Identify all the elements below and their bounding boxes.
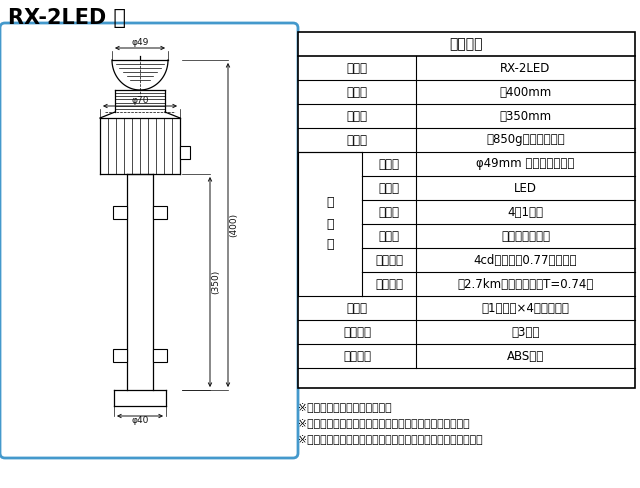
Text: 約350mm: 約350mm [499,109,552,122]
Text: 実効光度: 実効光度 [375,253,403,266]
Text: ABS樹脆: ABS樹脆 [507,349,544,363]
Bar [153,348,167,362]
Text: (400): (400) [230,213,239,237]
Text: 灯　質: 灯 質 [378,205,399,219]
Text: 灯
器
部: 灯 器 部 [326,197,333,251]
Bar [180,146,190,159]
Text: ※電池对命は季節、場所により変動する場合があります。: ※電池对命は季節、場所により変動する場合があります。 [298,418,470,428]
Text: 約400mm: 約400mm [499,85,552,99]
Text: φ40: φ40 [131,416,148,425]
Bar [153,205,167,219]
Text: φ49: φ49 [131,38,148,47]
Text: 光達距離: 光達距離 [375,278,403,290]
Text: 電　源: 電 源 [346,302,367,314]
Text: 絀2.7km（大気透過度T=0.74）: 絀2.7km（大気透過度T=0.74） [458,278,594,290]
Text: 4秒1閃光: 4秒1閃光 [508,205,543,219]
Bar [298,32,635,388]
Text: φ49mm フレネルレンズ: φ49mm フレネルレンズ [476,158,575,170]
Text: 光　源: 光 源 [378,182,399,195]
Text: レンズ: レンズ [378,158,399,170]
Text: 型　式: 型 式 [346,61,367,75]
Text: 主要材質: 主要材質 [343,349,371,363]
Text: 4cd（保守率0.77含まず）: 4cd（保守率0.77含まず） [474,253,577,266]
Text: 電池对命: 電池对命 [343,325,371,339]
Text: LED: LED [514,182,537,195]
Text: ※改良により予告なく外観及び仕様変更する場合があります。: ※改良により予告なく外観及び仕様変更する場合があります。 [298,434,483,444]
Text: RX-2LED 型: RX-2LED 型 [8,8,126,28]
Text: (350): (350) [211,270,221,294]
Text: 灯　高: 灯 高 [346,109,367,122]
FancyBboxPatch shape [0,23,298,458]
Text: 質　量: 質 量 [346,134,367,146]
Text: 単1乾電池×4個（別売）: 単1乾電池×4個（別売） [481,302,570,314]
Bar [113,348,127,362]
Text: 灯　色: 灯 色 [378,229,399,243]
Text: 全　長: 全 長 [346,85,367,99]
Text: 絀850g（電池含む）: 絀850g（電池含む） [486,134,565,146]
Text: ※光度は簡易標識基準内です。: ※光度は簡易標識基準内です。 [298,402,392,412]
Text: φ70: φ70 [131,96,148,105]
Bar [113,205,127,219]
Text: RX-2LED: RX-2LED [500,61,550,75]
Text: 絀3ヶ月: 絀3ヶ月 [511,325,540,339]
Text: 黄／赤／緑／白: 黄／赤／緑／白 [501,229,550,243]
Text: 仕　　様: 仕 様 [450,37,483,51]
